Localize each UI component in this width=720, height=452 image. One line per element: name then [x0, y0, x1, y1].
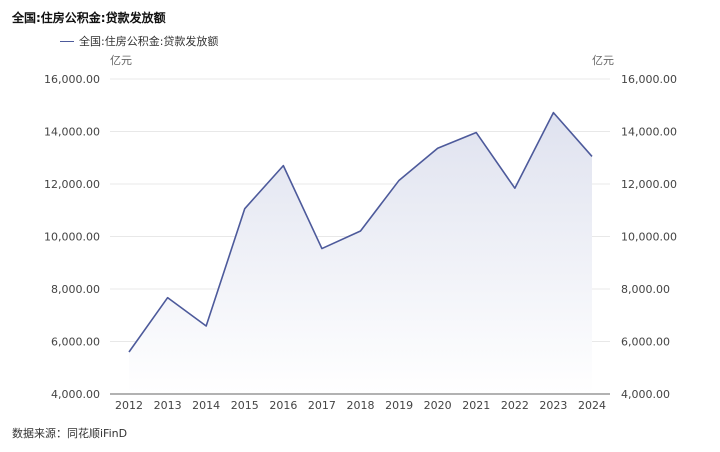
y-tick-label-left: 10,000.00	[44, 231, 100, 244]
left-axis-unit: 亿元	[110, 54, 132, 67]
series-area	[129, 112, 592, 394]
y-tick-label-left: 4,000.00	[51, 388, 100, 401]
y-tick-label-right: 4,000.00	[621, 388, 670, 401]
y-tick-label-right: 14,000.00	[621, 126, 677, 139]
right-axis-unit: 亿元	[592, 54, 614, 67]
legend-label: 全国:住房公积金:贷款发放额	[79, 35, 219, 48]
y-tick-label-right: 10,000.00	[621, 231, 677, 244]
x-tick-label: 2013	[154, 399, 182, 412]
y-tick-label-right: 16,000.00	[621, 73, 677, 86]
legend-line-marker	[60, 40, 74, 42]
y-tick-label-right: 8,000.00	[621, 283, 670, 296]
x-tick-label: 2024	[578, 399, 606, 412]
x-tick-label: 2017	[308, 399, 336, 412]
x-tick-label: 2022	[501, 399, 529, 412]
chart-title: 全国:住房公积金:贷款发放额	[12, 11, 166, 25]
x-tick-label: 2021	[462, 399, 490, 412]
x-tick-label: 2015	[231, 399, 259, 412]
x-tick-label: 2014	[192, 399, 220, 412]
y-tick-label-left: 6,000.00	[51, 336, 100, 349]
chart-legend[interactable]: 全国:住房公积金:贷款发放额	[60, 33, 218, 49]
series-line-path[interactable]	[128, 111, 593, 353]
area-fill	[129, 112, 592, 394]
data-source: 数据来源：同花顺iFinD	[12, 427, 128, 440]
x-tick-label: 2023	[539, 399, 567, 412]
series-line	[128, 111, 593, 353]
axes: 4,000.00 4,000.00 6,000.00 6,000.00 8,000.00…	[44, 73, 677, 412]
x-tick-label: 2018	[347, 399, 375, 412]
x-tick-label: 2020	[424, 399, 452, 412]
y-tick-label-left: 16,000.00	[44, 73, 100, 86]
y-tick-label-left: 12,000.00	[44, 178, 100, 191]
x-tick-label: 2019	[385, 399, 413, 412]
x-tick-label: 2012	[115, 399, 143, 412]
y-tick-label-left: 14,000.00	[44, 126, 100, 139]
x-tick-label: 2016	[269, 399, 297, 412]
y-tick-label-left: 8,000.00	[51, 283, 100, 296]
y-tick-label-right: 6,000.00	[621, 336, 670, 349]
line-chart: 4,000.00 4,000.00 6,000.00 6,000.00 8,000.00…	[44, 73, 677, 412]
y-tick-label-right: 12,000.00	[621, 178, 677, 191]
